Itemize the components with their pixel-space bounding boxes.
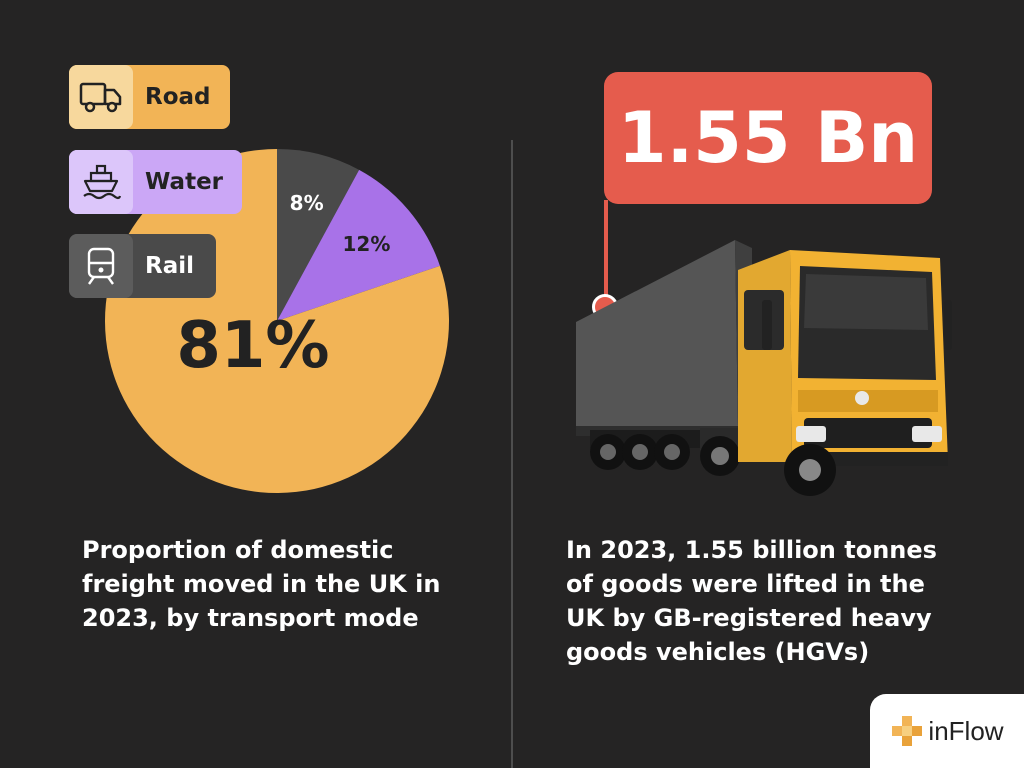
logo-text: inFlow	[928, 715, 1004, 746]
truck-icon	[69, 65, 133, 129]
pie-slice-water	[277, 169, 440, 321]
train-icon	[69, 234, 133, 298]
legend-label-road: Road	[145, 84, 211, 110]
legend-item-water: Water	[69, 150, 242, 214]
ship-icon	[69, 150, 133, 214]
inflow-logo-icon	[892, 716, 923, 746]
callout-stem	[604, 200, 608, 304]
legend-label-rail: Rail	[145, 253, 194, 279]
pie-label-road: 81%	[176, 309, 329, 383]
stat-caption: In 2023, 1.55 billion tonnes of goods we…	[566, 536, 937, 666]
headline-value: 1.55 Bn	[617, 97, 919, 179]
chart-caption: Proportion of domestic freight moved in …	[82, 536, 441, 632]
pie-label-rail: 8%	[290, 191, 324, 215]
headline-callout: 1.55 Bn	[604, 72, 932, 204]
legend-item-road: Road	[69, 65, 230, 129]
inflow-logo: inFlow	[870, 694, 1024, 768]
pie-label-water: 12%	[343, 232, 391, 256]
legend-item-rail: Rail	[69, 234, 216, 298]
hgv-truck-illustration	[576, 240, 952, 496]
legend-label-water: Water	[145, 169, 224, 195]
divider	[511, 140, 513, 768]
pie-slice-rail	[277, 149, 360, 321]
